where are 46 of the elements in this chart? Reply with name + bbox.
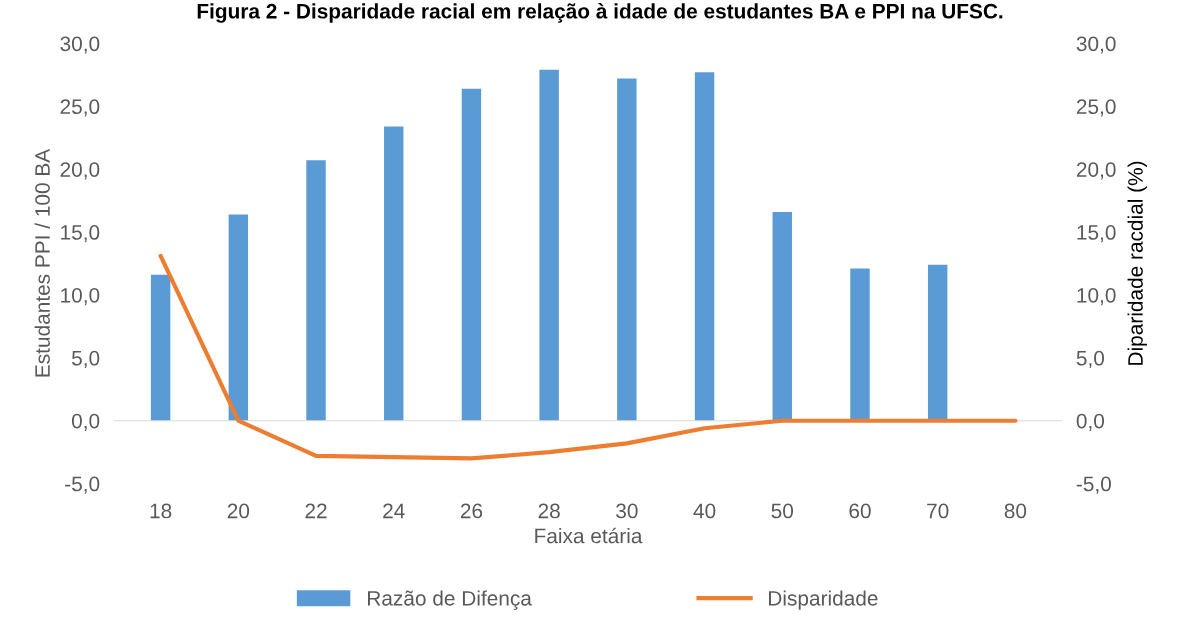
y2-tick-label: 0,0	[1076, 413, 1105, 431]
bar	[461, 88, 482, 421]
x-tick-label: 28	[538, 503, 560, 519]
x-axis-title: Faixa etária	[535, 527, 643, 544]
y2-tick-label: 5,0	[1076, 350, 1105, 369]
y2-tick-label: 10,0	[1077, 287, 1116, 306]
y2-tick-label: 30,0	[1076, 36, 1116, 54]
y2-axis-title: Diparidade racdial (%)	[1127, 161, 1147, 365]
x-tick-label: 50	[771, 503, 794, 519]
x-tick-label: 24	[383, 503, 405, 519]
y-tick-label: 20,0	[60, 162, 100, 180]
bar	[850, 268, 870, 421]
x-tick-label: 26	[460, 503, 483, 519]
y-tick-label: 15,0	[61, 225, 100, 243]
x-tick-label: 18	[150, 503, 172, 519]
bar	[694, 72, 715, 421]
legend-label: Razão de Difença	[367, 590, 532, 610]
bar	[306, 160, 326, 421]
y-tick-label: 10,0	[61, 287, 100, 306]
chart-title: Figura 2 - Disparidade racial em relação à idade de estudantes BA e PPI na UFSC.	[197, 3, 1003, 23]
y-tick-label: 5,0	[71, 350, 100, 369]
bar	[617, 78, 637, 421]
y-tick-label: 0,0	[71, 413, 100, 431]
x-tick-label: 40	[693, 503, 716, 519]
y-tick-label: -5,0	[65, 476, 100, 494]
y-tick-label: 25,0	[60, 99, 100, 117]
x-tick-label: 22	[305, 503, 327, 519]
y2-tick-label: 15,0	[1077, 225, 1116, 243]
x-tick-label: 60	[849, 503, 871, 519]
x-tick-label: 70	[927, 503, 949, 519]
bar	[384, 126, 404, 421]
bar	[150, 274, 171, 421]
bar	[927, 264, 948, 421]
bar	[539, 69, 559, 421]
bar	[228, 214, 249, 421]
bar	[772, 211, 792, 421]
line-series	[158, 253, 1018, 461]
y-tick-label: 30,0	[60, 36, 100, 54]
x-tick-label: 30	[616, 503, 638, 519]
legend-label: Disparidade	[769, 590, 878, 610]
y2-tick-label: -5,0	[1076, 476, 1111, 494]
y2-tick-label: 25,0	[1076, 99, 1116, 117]
y-axis-title: Estudantes PPI / 100 BA	[34, 148, 50, 377]
y2-tick-label: 20,0	[1076, 162, 1116, 180]
x-tick-label: 80	[1004, 503, 1027, 519]
x-tick-label: 20	[227, 503, 250, 519]
